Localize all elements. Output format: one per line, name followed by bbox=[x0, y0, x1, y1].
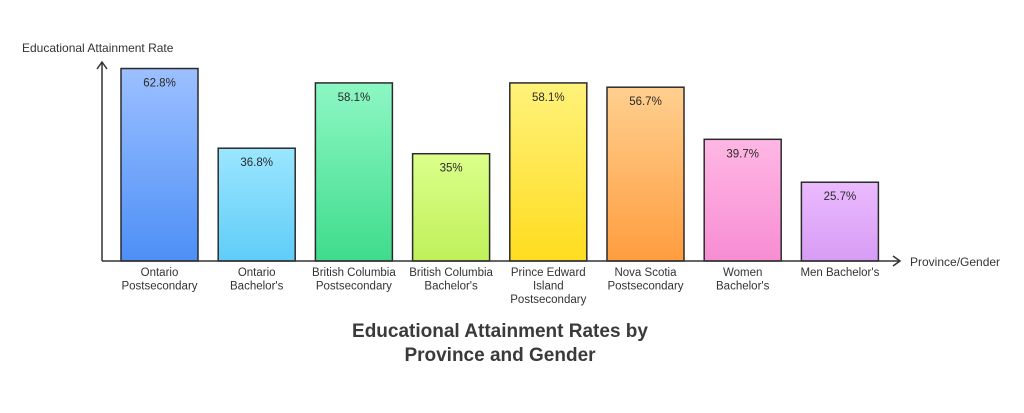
chart-title-line-1: Educational Attainment Rates by bbox=[352, 321, 648, 342]
category-label-7: Women Bachelor's bbox=[716, 267, 770, 293]
category-label-6-line-1: Nova Scotia bbox=[614, 267, 677, 279]
bar-6 bbox=[606, 86, 685, 262]
bar-value-label-2: 36.8% bbox=[240, 157, 273, 169]
bar-2 bbox=[217, 147, 296, 262]
x-axis-arrow-icon bbox=[892, 255, 902, 267]
category-label-3-line-1: British Columbia bbox=[312, 267, 396, 279]
category-label-6: Nova Scotia Postsecondary bbox=[607, 267, 683, 293]
category-label-7-line-1: Women bbox=[723, 267, 762, 279]
category-label-8-line-1: Men Bachelor's bbox=[800, 267, 879, 279]
y-axis-arrow-icon bbox=[96, 60, 108, 70]
category-label-4-line-1: British Columbia bbox=[409, 267, 493, 279]
bar-value-label-8: 25.7% bbox=[824, 191, 857, 203]
category-label-3: British Columbia Postsecondary bbox=[312, 267, 396, 293]
category-label-4-line-2: Bachelor's bbox=[424, 281, 478, 293]
category-label-5: Prince Edward Island Postsecondary bbox=[510, 267, 586, 306]
bar-value-label-4: 35% bbox=[440, 163, 463, 175]
category-label-4: British Columbia Bachelor's bbox=[409, 267, 493, 293]
bar-3 bbox=[314, 82, 394, 262]
bar-value-label-3: 58.1% bbox=[338, 92, 371, 104]
category-label-1: Ontario Postsecondary bbox=[121, 267, 197, 293]
x-axis bbox=[102, 255, 902, 267]
bar-8 bbox=[800, 181, 880, 262]
category-label-3-line-2: Postsecondary bbox=[316, 281, 392, 293]
bar-4 bbox=[411, 152, 491, 262]
category-label-5-line-2: Island bbox=[533, 281, 564, 293]
bar-value-label-1: 62.8% bbox=[143, 78, 176, 90]
bar-7 bbox=[703, 138, 782, 262]
category-label-5-line-3: Postsecondary bbox=[510, 294, 586, 306]
chart-title-line-2: Province and Gender bbox=[404, 345, 596, 366]
y-axis bbox=[96, 60, 108, 261]
category-label-2: Ontario Bachelor's bbox=[230, 267, 284, 293]
bar-1 bbox=[120, 67, 199, 262]
labels-layer: 62.8% Ontario Postsecondary 36.8% Ontario Bac… bbox=[121, 78, 879, 306]
category-label-7-line-2: Bachelor's bbox=[716, 281, 770, 293]
category-label-8: Men Bachelor's bbox=[800, 267, 879, 279]
y-axis-label: Educational Attainment Rate bbox=[22, 41, 174, 55]
bar-5 bbox=[509, 82, 588, 262]
category-label-6-line-2: Postsecondary bbox=[607, 281, 683, 293]
bar-value-label-5: 58.1% bbox=[532, 92, 565, 104]
category-label-1-line-1: Ontario bbox=[141, 267, 179, 279]
category-label-1-line-2: Postsecondary bbox=[121, 281, 197, 293]
bar-value-label-7: 39.7% bbox=[726, 148, 759, 160]
category-label-2-line-2: Bachelor's bbox=[230, 281, 284, 293]
x-axis-label: Province/Gender bbox=[910, 255, 1000, 269]
category-label-2-line-1: Ontario bbox=[238, 267, 276, 279]
bar-value-label-6: 56.7% bbox=[629, 96, 662, 108]
category-label-5-line-1: Prince Edward bbox=[511, 267, 586, 279]
bars-layer bbox=[120, 67, 880, 262]
